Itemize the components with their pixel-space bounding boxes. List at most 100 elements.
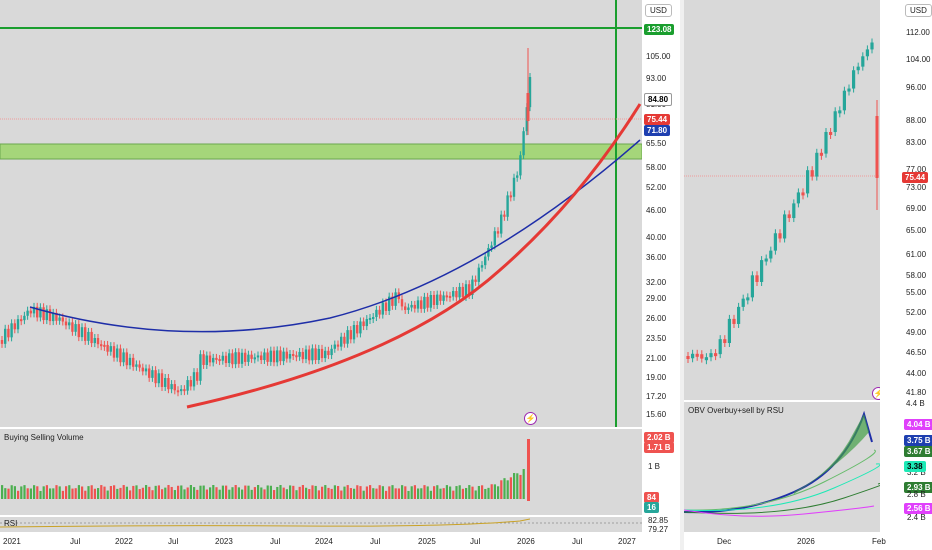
candle	[810, 170, 814, 177]
price-axis-tick: 83.00	[906, 138, 927, 147]
candle	[856, 66, 860, 71]
candle	[125, 352, 128, 366]
volume-bar	[84, 490, 87, 499]
volume-bar	[164, 487, 167, 499]
candle	[237, 352, 240, 364]
volume-bar	[330, 488, 333, 499]
candle	[215, 357, 218, 360]
obv-pane[interactable]: OBV Overbuy+sell by RSU	[684, 402, 880, 532]
volume-bar	[289, 485, 292, 499]
volume-bar	[455, 486, 458, 499]
pane-divider[interactable]	[680, 0, 684, 550]
right-price-chart[interactable]: ⚡	[684, 0, 880, 400]
candle	[388, 296, 391, 312]
volume-bar	[161, 489, 164, 499]
candle	[218, 359, 221, 362]
candle	[755, 275, 759, 282]
right-price-scale[interactable]: 112.00 104.00 96.00 88.00 83.00 77.00 73.00 69.…	[880, 0, 932, 550]
flash-icon[interactable]: ⚡	[524, 412, 537, 425]
candle	[423, 296, 426, 309]
volume-bar	[106, 490, 109, 499]
volume-pane[interactable]: Buying Selling Volume	[0, 429, 642, 515]
candle	[183, 389, 186, 392]
candle	[723, 339, 727, 344]
candle	[141, 367, 144, 372]
volume-bar	[186, 487, 189, 499]
candle	[295, 355, 298, 358]
left-time-axis[interactable]: 2021 Jul 2022 Jul 2023 Jul 2024 Jul 2025 Jul 2026 J…	[0, 534, 642, 550]
volume-bar	[196, 489, 199, 499]
candle	[870, 42, 874, 50]
candle	[787, 214, 791, 219]
price-axis-tick: 112.00	[906, 28, 930, 37]
volume-bar	[391, 485, 394, 499]
candle	[391, 296, 394, 306]
currency-badge[interactable]: USD	[645, 4, 672, 17]
currency-badge[interactable]: USD	[905, 4, 932, 17]
candle	[384, 302, 388, 312]
volume-bar	[55, 485, 58, 499]
candle	[700, 354, 704, 359]
candle	[186, 380, 189, 391]
volume-bar	[417, 488, 420, 499]
volume-bar	[445, 485, 448, 499]
volume-bar	[100, 485, 103, 499]
volume-bar	[116, 488, 119, 499]
candle	[263, 352, 266, 361]
candle	[709, 353, 713, 358]
time-axis-tick: Feb	[872, 537, 886, 546]
left-price-scale[interactable]: 105.0093.0081.0065.5058.0052.0046.0040.0…	[642, 0, 680, 550]
volume-bar	[404, 486, 407, 499]
price-axis-tick: 41.80	[906, 388, 927, 397]
candle	[138, 364, 141, 368]
candle	[362, 321, 365, 327]
candle	[819, 152, 823, 156]
price-axis-tick: 40.00	[646, 233, 667, 242]
volume-tick: 1 B	[648, 462, 661, 471]
volume-bar	[285, 489, 288, 499]
volume-bar	[484, 488, 487, 499]
time-axis-tick: 2026	[517, 537, 535, 546]
candle	[61, 317, 64, 322]
volume-bar	[13, 486, 16, 499]
right-time-axis[interactable]: Dec 2026 Feb	[684, 534, 886, 550]
volume-bar	[298, 486, 301, 499]
candle	[29, 310, 32, 314]
candle	[445, 295, 448, 298]
volume-tag: 16	[644, 502, 659, 513]
obv-tick: 2.8 B	[907, 490, 926, 499]
left-price-chart[interactable]: ⚡	[0, 0, 642, 427]
candle	[500, 214, 503, 234]
candle	[509, 195, 512, 198]
candle	[760, 260, 764, 282]
volume-bar	[202, 485, 205, 499]
volume-bar	[157, 485, 160, 499]
volume-bar	[513, 473, 516, 499]
volume-bar	[509, 477, 512, 499]
time-axis-tick: 2022	[115, 537, 133, 546]
time-axis-tick: Jul	[572, 537, 583, 546]
price-tag-high: 84.80	[644, 93, 673, 106]
obv-ma	[684, 505, 875, 517]
candle	[10, 323, 13, 338]
obv-tag: 4.04 B	[904, 419, 932, 430]
volume-bar	[276, 486, 279, 499]
volume-bar	[279, 485, 282, 499]
price-tag-last: 75.44	[644, 114, 671, 125]
volume-bar	[241, 489, 244, 499]
candle	[250, 354, 253, 359]
candle	[727, 318, 731, 344]
candle	[416, 300, 420, 309]
candle	[93, 338, 96, 344]
rsi-pane[interactable]: RSI	[0, 517, 642, 532]
volume-bar	[372, 488, 375, 499]
flash-icon[interactable]: ⚡	[872, 387, 880, 400]
volume-bar	[301, 485, 304, 499]
volume-bar	[471, 486, 474, 499]
volume-bar	[468, 485, 471, 499]
volume-bar	[305, 487, 308, 499]
volume-bar	[119, 487, 122, 499]
volume-bar	[215, 487, 218, 499]
volume-bar	[71, 488, 74, 499]
candle	[314, 348, 317, 360]
